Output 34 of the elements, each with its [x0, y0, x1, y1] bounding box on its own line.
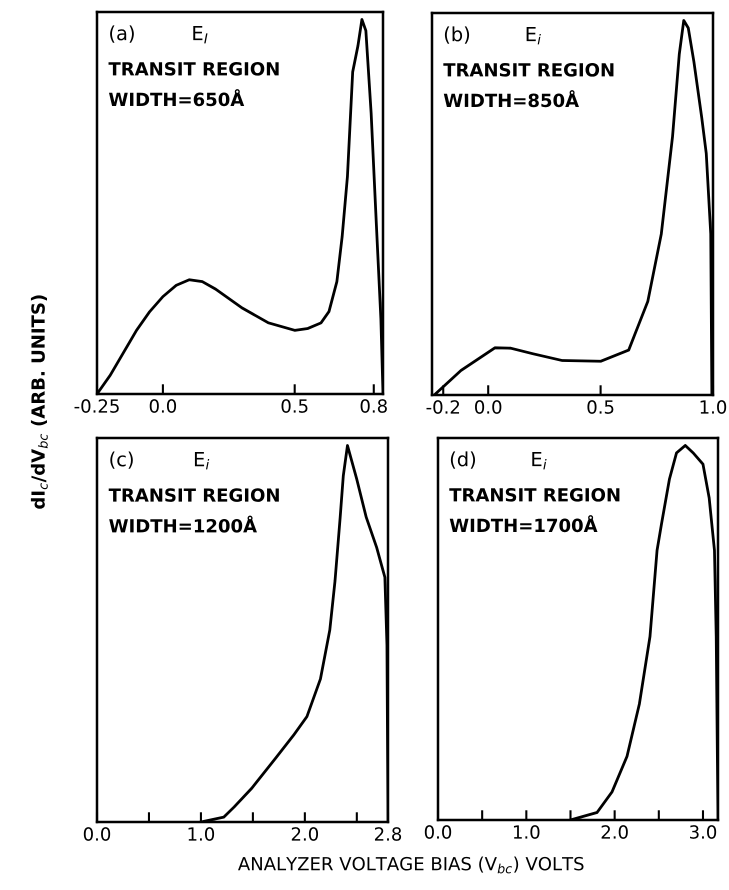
x-tick-label: 0.0: [424, 825, 452, 839]
annotation: E$_{i}$: [532, 452, 547, 470]
x-tick-label: 2.8: [374, 827, 402, 841]
annotation: (d): [450, 451, 476, 469]
x-tick-label: 0.0: [84, 827, 110, 841]
annotation: WIDTH=650Å: [108, 89, 244, 106]
x-tick-label: 3.0: [690, 825, 716, 839]
x-tick-label: 2.0: [602, 825, 628, 839]
annotation: TRANSIT REGION: [449, 488, 620, 502]
x-tick-label: 1.0: [188, 827, 214, 841]
annotation: TRANSIT REGION: [443, 62, 614, 77]
x-tick-label: -0.25: [74, 399, 119, 413]
y-axis-title: dI$_{c}$/dV$_{bc}$ (ARB. UNITS): [30, 295, 48, 509]
x-tick-label: 0.0: [475, 400, 502, 414]
annotation: E$_{I}$: [193, 26, 208, 44]
annotation: TRANSIT REGION: [108, 488, 279, 502]
annotation: E$_{i}$: [194, 452, 210, 470]
annotation: TRANSIT REGION: [108, 62, 279, 76]
x-tick-label: 1.0: [700, 400, 726, 414]
x-tick-label: -0.2: [426, 400, 460, 414]
annotation: (a): [110, 25, 134, 43]
annotation: (c): [110, 451, 133, 469]
x-axis-title: ANALYZER VOLTAGE BIAS (V$_{bc}$) VOLTS: [238, 856, 584, 874]
annotation: WIDTH=1700Å: [450, 515, 598, 532]
annotation: E$_{i}$: [526, 26, 541, 44]
annotation: WIDTH=1200Å: [109, 516, 257, 533]
x-tick-label: 0.5: [587, 400, 614, 414]
x-tick-label: 0.0: [150, 399, 176, 413]
annotation: WIDTH=850Å: [444, 90, 579, 108]
x-tick-label: 0.8: [360, 399, 387, 413]
x-tick-label: 1.0: [514, 825, 540, 839]
x-tick-label: 0.5: [282, 399, 308, 413]
x-tick-label: 2.0: [292, 827, 318, 841]
annotation: (b): [444, 26, 470, 44]
